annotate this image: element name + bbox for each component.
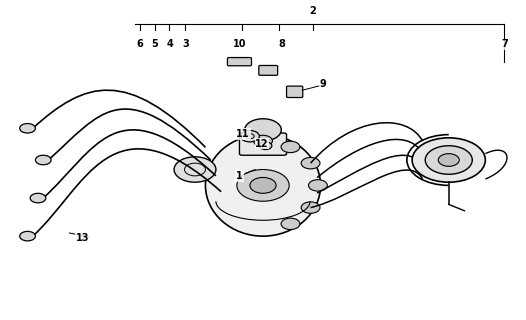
Circle shape	[19, 124, 35, 133]
Circle shape	[425, 146, 472, 174]
Circle shape	[309, 180, 327, 191]
Text: 8: 8	[278, 39, 285, 49]
Text: 1: 1	[236, 171, 243, 181]
Text: 3: 3	[182, 39, 189, 49]
FancyBboxPatch shape	[227, 58, 251, 66]
Circle shape	[174, 157, 216, 182]
FancyBboxPatch shape	[259, 66, 278, 75]
Circle shape	[259, 142, 272, 149]
Circle shape	[412, 138, 485, 182]
FancyBboxPatch shape	[287, 86, 303, 98]
Text: 13: 13	[76, 233, 89, 243]
Circle shape	[30, 193, 46, 203]
Circle shape	[281, 218, 300, 229]
Circle shape	[301, 157, 320, 169]
Text: 6: 6	[137, 39, 144, 49]
Circle shape	[19, 231, 35, 241]
Text: 5: 5	[151, 39, 158, 49]
Circle shape	[240, 131, 259, 142]
Text: 2: 2	[309, 6, 316, 16]
Circle shape	[250, 178, 276, 193]
FancyBboxPatch shape	[239, 133, 287, 155]
Circle shape	[254, 135, 272, 147]
Text: 9: 9	[320, 79, 327, 89]
Circle shape	[301, 202, 320, 213]
Text: 7: 7	[501, 39, 508, 49]
Circle shape	[237, 170, 289, 201]
Text: 12: 12	[255, 139, 269, 148]
Ellipse shape	[206, 135, 320, 236]
Circle shape	[35, 155, 51, 165]
Text: 4: 4	[167, 39, 173, 49]
Circle shape	[281, 141, 300, 153]
Text: 11: 11	[236, 129, 250, 139]
Circle shape	[438, 154, 459, 166]
Circle shape	[245, 119, 281, 141]
Text: 10: 10	[232, 39, 246, 49]
